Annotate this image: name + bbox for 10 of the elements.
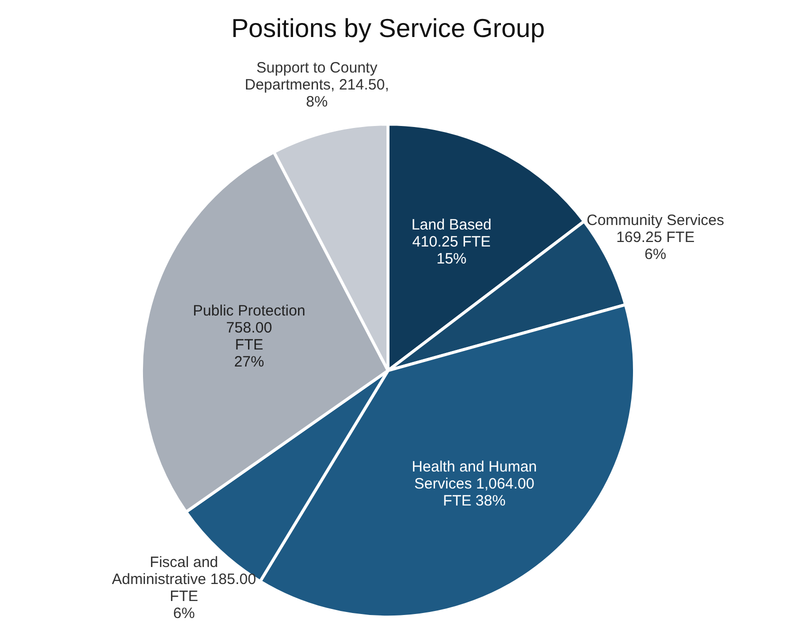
slice-label: Fiscal and Administrative 185.00 FTE 6%	[112, 554, 256, 622]
slice-label: Land Based	[411, 216, 492, 234]
data-label: 758.00 FTE 27%	[226, 319, 272, 370]
slice-label: Support to County Departments, 214.50, 8%	[244, 60, 390, 111]
data-label: 410.25 FTE 15%	[412, 234, 491, 268]
data-label: 169.25 FTE 6%	[616, 229, 695, 264]
slice-label: Public Protection	[192, 302, 306, 320]
chart-title: Positions by Service Group	[231, 12, 545, 43]
slice-label: Health and Human Services 1,064.00 FTE 38%	[412, 458, 537, 510]
slice-label: Community Services	[586, 212, 724, 230]
